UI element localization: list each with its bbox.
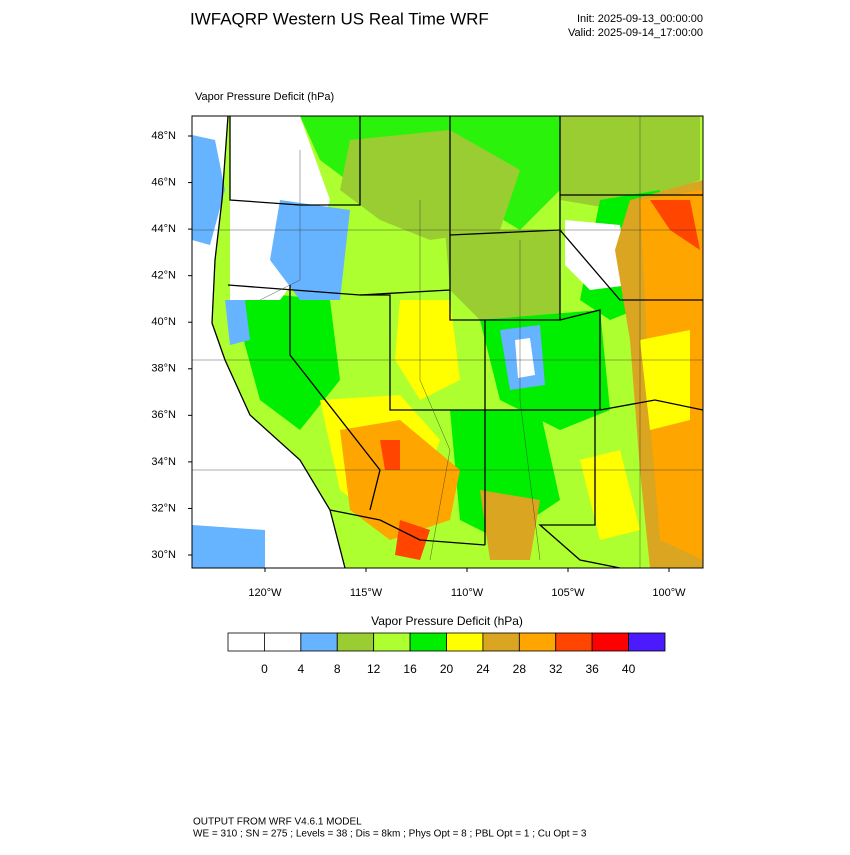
colorbar-label: 4: [297, 662, 304, 676]
colorbar-label: 20: [440, 662, 454, 676]
lat-label: 36°N: [151, 409, 176, 421]
lat-label: 30°N: [151, 549, 176, 561]
lon-label: 100°W: [652, 587, 686, 599]
valid-time: Valid: 2025-09-14_17:00:00: [568, 27, 703, 39]
colorbar-box: [227, 632, 265, 652]
lat-label: 40°N: [151, 316, 176, 328]
lat-label: 44°N: [151, 223, 176, 235]
init-time: Init: 2025-09-13_00:00:00: [577, 13, 703, 25]
colorbar-label: 0: [261, 662, 268, 676]
colorbar-box: [336, 632, 375, 652]
lat-label: 42°N: [151, 270, 176, 282]
lon-label: 110°W: [451, 587, 484, 599]
colorbar-label: 16: [403, 662, 417, 676]
colorbar-box: [264, 632, 302, 652]
lon-label: 115°W: [350, 587, 383, 599]
colorbar-label: 28: [513, 662, 527, 676]
colorbar-box: [300, 632, 338, 652]
footer-line: WE = 310 ; SN = 275 ; Levels = 38 ; Dis …: [193, 829, 587, 840]
colorbar-label: 24: [476, 662, 490, 676]
colorbar-box: [555, 632, 593, 652]
colorbar-box: [628, 632, 666, 652]
colorbar-box: [518, 632, 557, 652]
lon-label: 105°W: [551, 587, 585, 599]
colorbar-box: [409, 632, 447, 652]
colorbar-label: 8: [334, 662, 341, 676]
colorbar-box: [482, 632, 520, 652]
map-field: [192, 116, 703, 568]
colorbar-title: Vapor Pressure Deficit (hPa): [371, 614, 523, 628]
axis-labels: 48°N 46°N 44°N 42°N 40°N 38°N 36°N 34°N 32°N 30°N…: [151, 130, 686, 599]
footer-line: OUTPUT FROM WRF V4.6.1 MODEL: [193, 817, 362, 828]
lon-label: 120°W: [248, 587, 282, 599]
lat-label: 32°N: [151, 502, 176, 514]
lat-label: 46°N: [151, 176, 176, 188]
colorbar-box: [446, 632, 484, 652]
colorbar-label: 36: [585, 662, 599, 676]
colorbar: 0 4 8 12 16 20 24 28 32 36 40: [227, 632, 666, 676]
lat-label: 38°N: [151, 363, 176, 375]
colorbar-box: [591, 632, 629, 652]
title: IWFAQRP Western US Real Time WRF: [190, 9, 489, 28]
map-subtitle: Vapor Pressure Deficit (hPa): [195, 91, 334, 103]
colorbar-label: 12: [367, 662, 381, 676]
colorbar-label: 40: [622, 662, 636, 676]
map-frame: [191, 115, 704, 569]
lat-label: 34°N: [151, 456, 176, 468]
lat-label: 48°N: [151, 130, 176, 142]
colorbar-label: 32: [549, 662, 563, 676]
colorbar-box: [373, 632, 411, 652]
